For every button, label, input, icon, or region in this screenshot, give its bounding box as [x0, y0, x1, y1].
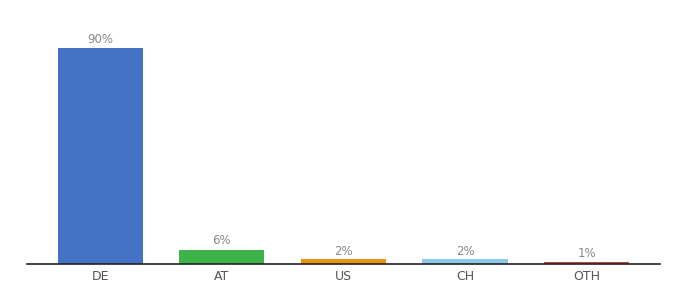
Text: 2%: 2% — [334, 245, 353, 258]
Text: 2%: 2% — [456, 245, 475, 258]
Bar — [422, 259, 507, 264]
Bar — [180, 250, 265, 264]
Bar — [58, 48, 143, 264]
Bar — [301, 259, 386, 264]
Text: 6%: 6% — [212, 234, 231, 247]
Text: 90%: 90% — [87, 33, 113, 46]
Bar — [544, 262, 629, 264]
Text: 1%: 1% — [577, 248, 596, 260]
